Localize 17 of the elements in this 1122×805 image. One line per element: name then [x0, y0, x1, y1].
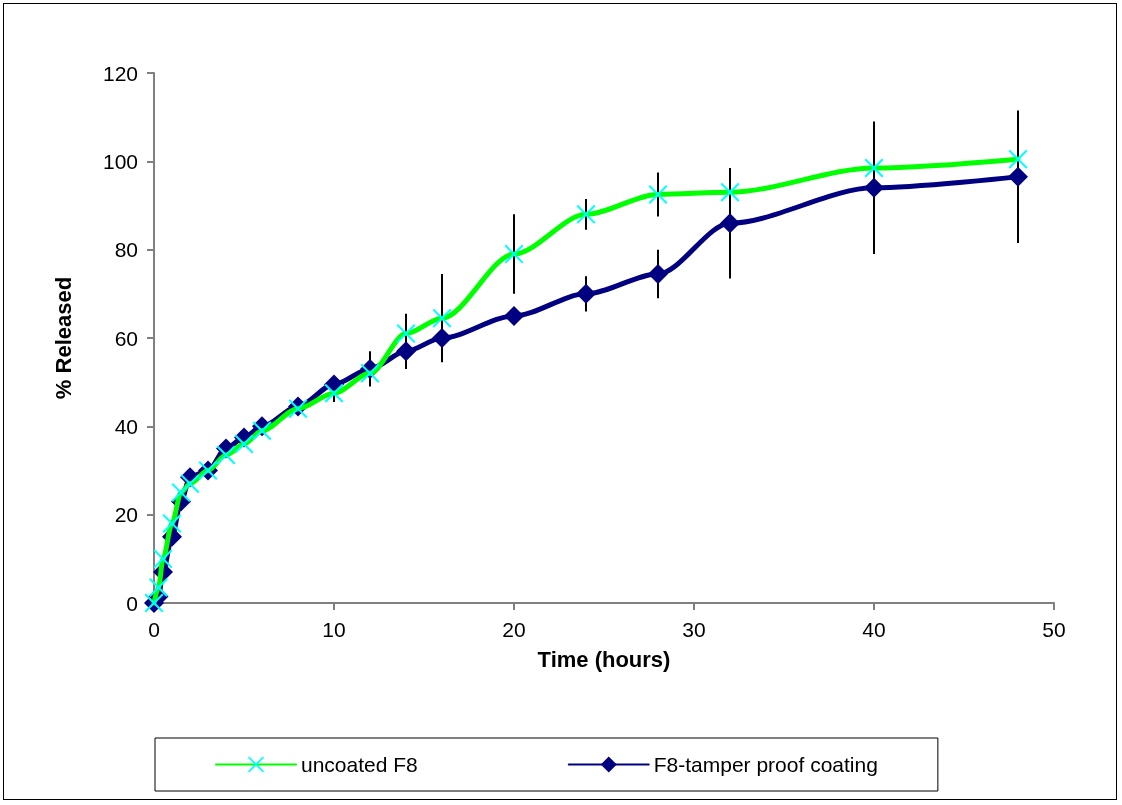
- y-tick-label: 20: [114, 503, 138, 527]
- x-tick-label: 20: [502, 618, 526, 641]
- y-tick-label: 80: [114, 238, 138, 262]
- x-tick-label: 40: [862, 618, 886, 641]
- legend-label: uncoated F8: [301, 753, 418, 776]
- x-tick-label: 50: [1042, 618, 1066, 641]
- x-axis-title: Time (hours): [537, 646, 671, 672]
- y-tick-label: 100: [102, 149, 138, 173]
- y-tick-label: 0: [126, 591, 138, 615]
- x-tick-label: 10: [322, 618, 346, 641]
- x-tick-label: 0: [148, 618, 160, 641]
- y-tick-label: 60: [114, 326, 138, 350]
- x-tick-label: 30: [682, 618, 706, 641]
- y-tick-label: 120: [102, 61, 138, 85]
- y-axis-title: % Released: [50, 276, 76, 400]
- legend-label: F8-tamper proof coating: [653, 753, 878, 776]
- y-tick-label: 40: [114, 414, 138, 438]
